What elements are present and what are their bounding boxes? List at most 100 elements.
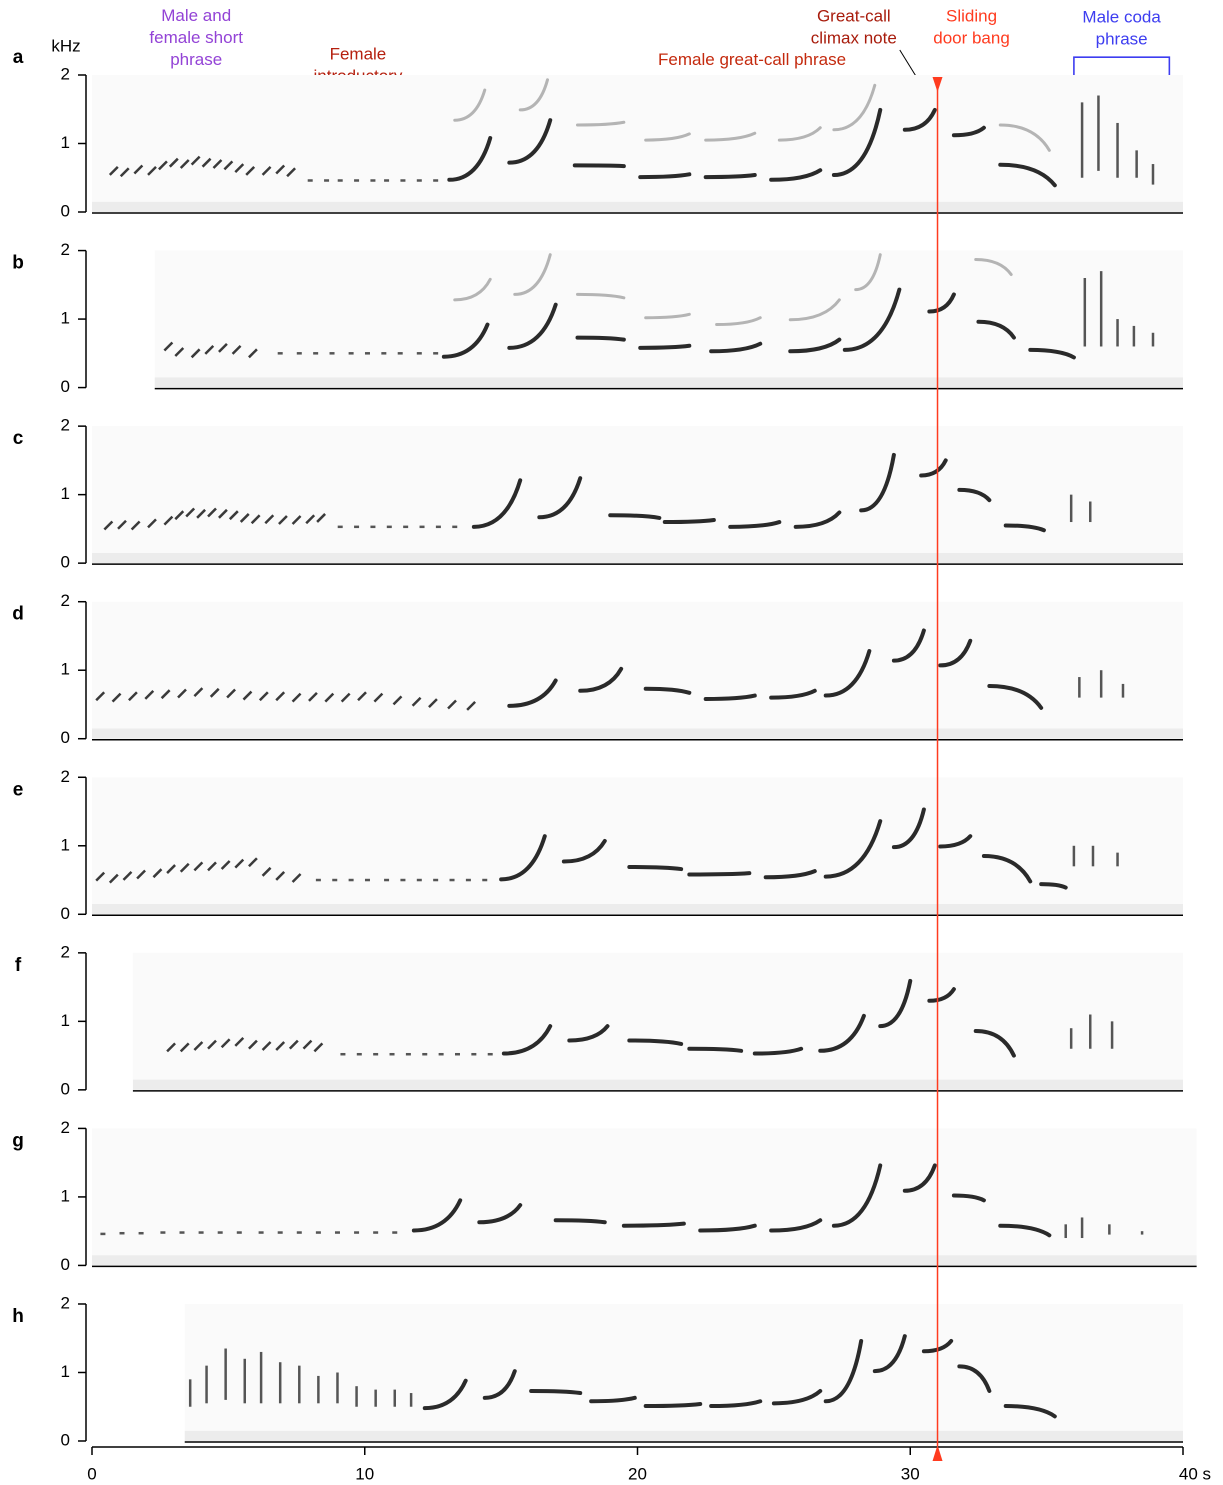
- harmonic-trace: [715, 316, 762, 327]
- short-call: [275, 164, 286, 175]
- annotation-label: phrase: [170, 50, 222, 69]
- note-trace: [902, 107, 937, 132]
- short-call: [207, 1039, 217, 1050]
- short-call: [248, 857, 258, 868]
- short-call: [147, 166, 157, 176]
- short-call: [248, 348, 258, 359]
- event-arrow: [932, 1445, 943, 1461]
- note-trace: [987, 683, 1044, 710]
- note-trace: [957, 1364, 992, 1393]
- short-call: [250, 514, 261, 525]
- short-call: [152, 868, 163, 879]
- y-tick-label: 0: [61, 1079, 70, 1098]
- x-tick-label: 0: [87, 1464, 96, 1483]
- y-tick-label: 2: [61, 767, 70, 786]
- x-tick-label: 20: [628, 1464, 647, 1483]
- note-trace: [621, 1221, 686, 1228]
- note-trace: [572, 163, 626, 169]
- short-call: [411, 696, 422, 707]
- noise-band: [92, 201, 1183, 212]
- short-call: [275, 691, 286, 702]
- short-call: [174, 510, 185, 521]
- short-call: [428, 698, 438, 708]
- harmonic-trace: [453, 277, 492, 302]
- y-tick-label: 1: [61, 309, 70, 328]
- short-call: [136, 869, 146, 880]
- short-call: [158, 160, 168, 171]
- short-call: [190, 155, 201, 166]
- short-call: [264, 514, 275, 525]
- note-trace: [422, 1378, 468, 1411]
- note-trace: [998, 1223, 1052, 1238]
- short-call: [207, 861, 217, 872]
- note-trace: [788, 337, 842, 354]
- spectrogram-panel: e 0 1 2: [13, 767, 1183, 923]
- note-trace: [728, 520, 782, 529]
- noise-band: [92, 777, 1183, 905]
- panel-label: h: [12, 1306, 24, 1327]
- noise-band: [92, 552, 1183, 564]
- annotation-label: Great-call: [817, 6, 891, 25]
- y-tick-label: 2: [61, 942, 70, 961]
- panel-label: d: [12, 604, 24, 625]
- noise-band: [132, 952, 1184, 1080]
- short-call: [190, 348, 201, 359]
- short-call: [291, 692, 302, 703]
- y-tick-label: 0: [61, 904, 70, 923]
- annotation-label: door bang: [933, 28, 1010, 47]
- short-call: [308, 692, 318, 702]
- short-call: [226, 688, 236, 699]
- noise-band: [92, 1255, 1197, 1266]
- event-arrow: [932, 77, 943, 92]
- harmonic-trace: [788, 298, 841, 322]
- y-axis-label: kHz: [51, 36, 80, 55]
- note-trace: [627, 1038, 684, 1046]
- note-trace: [709, 341, 763, 354]
- harmonic-trace: [644, 132, 691, 142]
- note-trace: [919, 458, 948, 478]
- harmonic-trace: [644, 312, 691, 320]
- note-trace: [638, 343, 692, 350]
- short-call: [133, 164, 144, 175]
- y-tick-label: 2: [61, 240, 70, 259]
- note-trace: [951, 1193, 986, 1203]
- y-tick-label: 1: [61, 133, 70, 152]
- note-trace: [1039, 882, 1068, 890]
- panel-label: a: [13, 47, 24, 68]
- note-trace: [507, 302, 558, 350]
- short-call: [392, 695, 403, 706]
- note-trace: [507, 678, 558, 708]
- short-call: [166, 864, 176, 874]
- note-trace: [703, 173, 757, 180]
- y-tick-label: 0: [61, 1255, 70, 1274]
- annotation: Sliding door bang: [933, 6, 1010, 47]
- short-call: [373, 692, 384, 703]
- note-trace: [951, 125, 986, 138]
- noise-band: [184, 1303, 1184, 1431]
- y-tick-label: 0: [61, 201, 70, 220]
- x-tick-label: 40 s: [1179, 1464, 1211, 1483]
- short-call: [103, 520, 114, 531]
- harmonic-trace: [453, 88, 487, 122]
- note-trace: [823, 649, 872, 698]
- note-trace: [973, 1028, 1016, 1058]
- harmonic-trace: [854, 253, 882, 292]
- note-trace: [823, 819, 883, 879]
- annotation: Male coda phrase: [1073, 8, 1171, 86]
- short-call: [291, 515, 302, 525]
- note-trace: [1003, 1404, 1057, 1419]
- y-tick-label: 0: [61, 728, 70, 747]
- short-call: [239, 513, 250, 523]
- harmonic-trace: [704, 131, 757, 142]
- y-tick-label: 0: [61, 553, 70, 572]
- noise-band: [184, 1430, 1184, 1441]
- short-call: [174, 347, 185, 357]
- harmonic-trace: [518, 78, 549, 112]
- note-trace: [823, 1338, 864, 1404]
- short-call: [231, 345, 242, 355]
- note-trace: [529, 1388, 583, 1396]
- short-call: [209, 687, 220, 698]
- short-call: [286, 167, 296, 178]
- noise-band: [92, 728, 1183, 739]
